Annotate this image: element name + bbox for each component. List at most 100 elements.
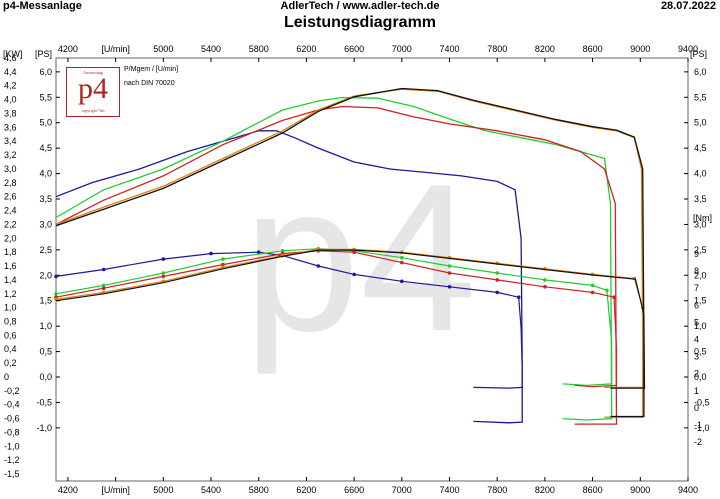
torque-point-2 — [101, 286, 106, 291]
ps-right-axis-label: [PS] — [690, 49, 707, 59]
x-tick-label-top: 8200 — [535, 44, 555, 54]
torque-point-1 — [400, 255, 404, 260]
ps-right-tick-label: 1,0 — [694, 321, 707, 331]
nm-axis-label: [Nm] — [693, 213, 712, 223]
site-name: AdlerTech / www.adler-tech.de — [280, 0, 440, 12]
ps-right-tick-label: 0,5 — [694, 347, 707, 357]
kw-tick-label: 3,8 — [4, 108, 17, 118]
kw-tick-label: -1,0 — [4, 441, 20, 451]
kw-tick-label: 0,6 — [4, 330, 17, 340]
torque-point-0 — [54, 274, 58, 279]
kw-tick-label: -0,8 — [4, 427, 20, 437]
kw-tick-label: 2,8 — [4, 178, 17, 188]
ps-right-tick-label: 2,5 — [694, 245, 707, 255]
ps-right-tick-label: 3,5 — [694, 194, 707, 204]
logo-top-text: Auswertung — [83, 70, 103, 75]
nm-tick-label: 6 — [694, 300, 699, 310]
kw-tick-label: 4,6 — [4, 53, 17, 63]
ps-left-tick-label: 4,5 — [39, 143, 52, 153]
kw-tick-label: 3,4 — [4, 136, 17, 146]
ps-left-tick-label: 5,5 — [39, 92, 52, 102]
torque-point-2 — [400, 260, 404, 265]
x-axis-label-top: [U/min] — [101, 44, 130, 54]
kw-tick-label: 0,2 — [4, 358, 17, 368]
torque-point-1 — [54, 292, 58, 296]
kw-tick-label: 1,0 — [4, 303, 17, 313]
torque-point-0 — [161, 257, 166, 261]
x-tick-label-top: 7000 — [392, 44, 412, 54]
x-tick-label-top: 4200 — [58, 44, 78, 54]
torque-point-2 — [221, 262, 225, 267]
x-tick-label-bottom: 6200 — [296, 485, 316, 495]
kw-tick-label: 2,6 — [4, 192, 17, 202]
ps-left-tick-label: 0,5 — [39, 347, 52, 357]
x-tick-label-top: 6200 — [296, 44, 316, 54]
x-tick-label-bottom: 7000 — [392, 485, 412, 495]
kw-tick-label: 1,8 — [4, 247, 17, 257]
kw-axis-label: [KW] — [3, 49, 23, 59]
torque-point-0 — [316, 264, 321, 268]
nm-tick-label: -2 — [694, 437, 702, 447]
torque-point-0 — [516, 295, 521, 300]
ps-right-tick-label: 1,5 — [694, 296, 707, 306]
x-tick-label-top: 7800 — [487, 44, 507, 54]
power-line-1 — [55, 96, 613, 421]
torque-point-1 — [590, 283, 595, 288]
kw-tick-label: 4,2 — [4, 81, 17, 91]
ps-right-tick-label: 5,5 — [694, 92, 707, 102]
kw-tick-label: 1,2 — [4, 289, 17, 299]
torque-point-1 — [280, 249, 285, 253]
torque-point-2 — [447, 271, 452, 275]
kw-tick-label: 3,0 — [4, 164, 17, 174]
torque-point-2 — [590, 290, 595, 295]
torque-point-2 — [612, 295, 616, 300]
x-tick-label-top: 8600 — [583, 44, 603, 54]
ps-right-tick-label: -1,0 — [694, 423, 710, 433]
power-line-2 — [55, 105, 618, 425]
app-name: p4-Messanlage — [3, 0, 82, 12]
torque-point-0 — [447, 285, 452, 289]
ps-left-axis-label: [PS] — [35, 49, 52, 59]
kw-tick-label: 4,4 — [4, 67, 17, 77]
torque-point-2 — [352, 250, 356, 254]
nm-tick-label: 2 — [694, 369, 699, 379]
kw-tick-label: 4,0 — [4, 95, 17, 105]
torque-point-2 — [495, 278, 500, 282]
logo-bottom-text: copyright *nis — [81, 108, 105, 113]
nm-tick-label: 8 — [694, 266, 699, 276]
kw-tick-label: -0,6 — [4, 414, 20, 424]
legend-note-unit: P/Mgem / [U/min] — [124, 66, 179, 73]
x-tick-label-bottom: 6600 — [344, 485, 364, 495]
nm-tick-label: 4 — [694, 335, 699, 345]
torque-point-0 — [352, 272, 356, 277]
x-tick-label-top: 9000 — [630, 44, 650, 54]
kw-tick-label: 1,4 — [4, 275, 17, 285]
x-tick-label-top: 6600 — [344, 44, 364, 54]
ps-right-tick-label: 2,0 — [694, 270, 707, 280]
x-tick-label-top: 5000 — [153, 44, 173, 54]
kw-tick-label: -1,2 — [4, 455, 20, 465]
kw-tick-label: 3,6 — [4, 122, 17, 132]
torque-point-1 — [495, 271, 500, 275]
kw-tick-label: 2,4 — [4, 206, 17, 216]
torque-point-1 — [605, 288, 609, 293]
kw-tick-label: 3,2 — [4, 150, 17, 160]
x-tick-label-bottom: 5400 — [201, 485, 221, 495]
x-tick-label-bottom: 7400 — [439, 485, 459, 495]
ps-left-tick-label: 2,5 — [39, 245, 52, 255]
nm-tick-label: 9 — [694, 249, 699, 259]
legend-note-standard: nach DIN 70020 — [124, 80, 175, 87]
nm-tick-label: 5 — [694, 317, 699, 327]
ps-left-tick-label: -1,0 — [36, 423, 52, 433]
torque-point-1 — [543, 278, 547, 282]
ps-left-tick-label: 5,0 — [39, 118, 52, 128]
date-label: 28.07.2022 — [660, 0, 716, 12]
ps-left-tick-label: 3,0 — [39, 219, 52, 229]
ps-left-tick-label: -0,5 — [36, 397, 52, 407]
x-tick-label-top: 5800 — [249, 44, 269, 54]
ps-right-tick-label: 4,0 — [694, 169, 707, 179]
ps-right-tick-label: 6,0 — [694, 67, 707, 77]
plot-frame — [55, 57, 689, 482]
kw-tick-label: 1,6 — [4, 261, 17, 271]
